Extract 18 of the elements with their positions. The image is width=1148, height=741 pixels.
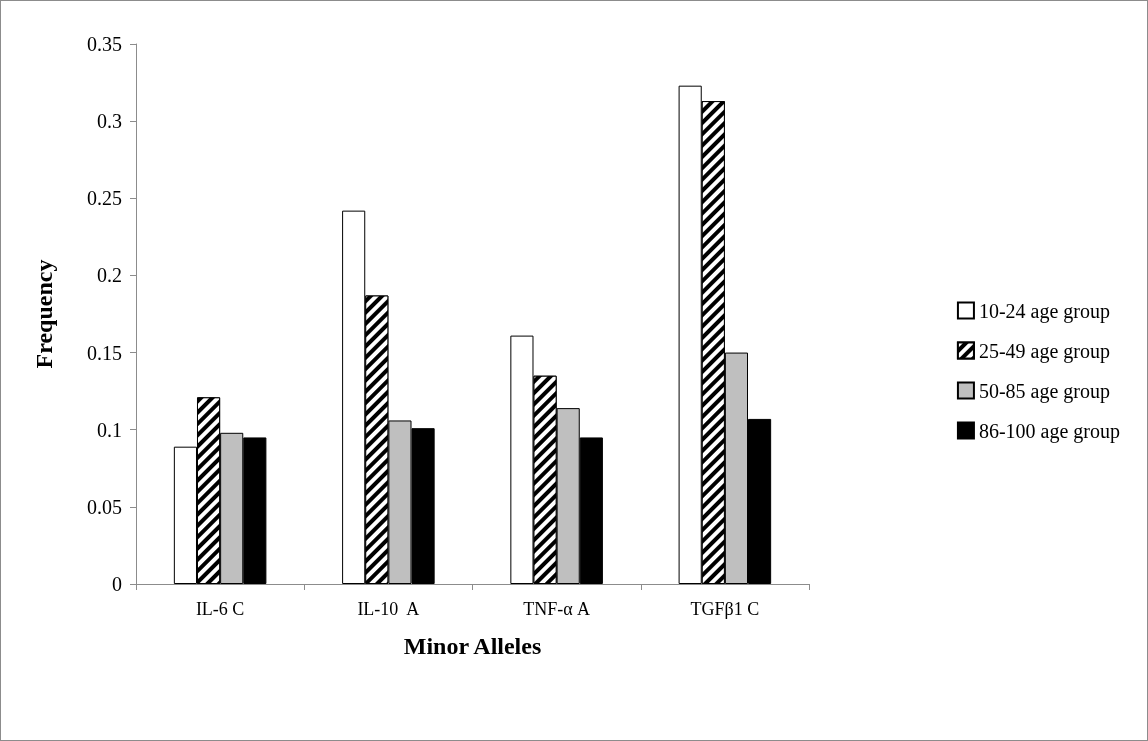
x-tick-label: TNF-α A [523, 599, 591, 619]
legend-label: 50-85 age group [978, 379, 1110, 403]
x-tick-label: IL-10 A [357, 599, 420, 619]
y-tick-label: 0.2 [97, 264, 122, 287]
legend-label: 25-49 age group [978, 339, 1110, 363]
legend-label: 10-24 age group [978, 299, 1110, 323]
y-tick-label: 0 [112, 573, 122, 595]
y-tick-label: 0.1 [97, 418, 122, 441]
y-tick-label: 0.35 [87, 33, 122, 55]
legend-label: 86-100 age group [978, 419, 1120, 443]
x-axis-title: Minor Alleles [403, 633, 542, 659]
y-tick-label: 0.15 [87, 341, 122, 364]
y-tick-label: 0.05 [87, 495, 122, 518]
x-tick-label: TGFβ1 C [690, 599, 760, 619]
y-tick-label: 0.3 [97, 110, 122, 133]
y-tick-label: 0.25 [87, 187, 122, 210]
x-tick-label: IL-6 C [195, 599, 245, 619]
y-axis-title: Frequency [31, 259, 57, 369]
